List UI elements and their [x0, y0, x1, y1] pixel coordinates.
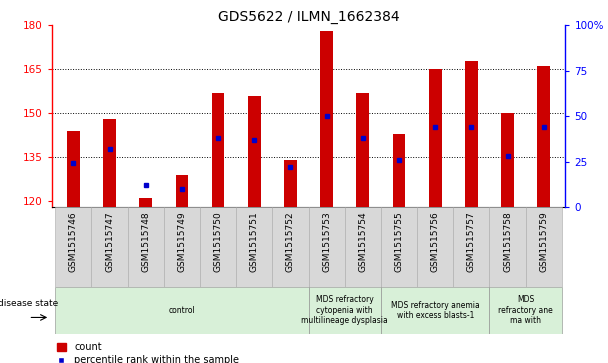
Bar [356, 93, 369, 207]
FancyBboxPatch shape [381, 287, 489, 334]
Text: MDS refractory anemia
with excess blasts-1: MDS refractory anemia with excess blasts… [391, 301, 480, 320]
Text: control: control [168, 306, 195, 315]
Bar [284, 160, 297, 207]
FancyBboxPatch shape [91, 207, 128, 287]
Text: GSM1515747: GSM1515747 [105, 211, 114, 272]
Bar [429, 69, 441, 207]
FancyBboxPatch shape [128, 207, 164, 287]
FancyBboxPatch shape [345, 207, 381, 287]
FancyBboxPatch shape [417, 207, 454, 287]
Bar [248, 96, 261, 207]
FancyBboxPatch shape [308, 207, 345, 287]
Bar [176, 175, 188, 207]
FancyBboxPatch shape [200, 207, 236, 287]
Text: GSM1515754: GSM1515754 [358, 211, 367, 272]
Text: GSM1515749: GSM1515749 [178, 211, 187, 272]
FancyBboxPatch shape [55, 207, 91, 287]
Bar [67, 131, 80, 207]
Text: MDS
refractory ane
ma with: MDS refractory ane ma with [499, 295, 553, 325]
Bar [212, 93, 224, 207]
Text: disease state: disease state [0, 299, 58, 308]
Text: GSM1515759: GSM1515759 [539, 211, 548, 272]
FancyBboxPatch shape [381, 207, 417, 287]
Legend: count, percentile rank within the sample: count, percentile rank within the sample [57, 342, 239, 363]
Text: MDS refractory
cytopenia with
multilineage dysplasia: MDS refractory cytopenia with multilinea… [302, 295, 388, 325]
Bar [393, 134, 406, 207]
Text: GSM1515755: GSM1515755 [395, 211, 404, 272]
Bar [537, 66, 550, 207]
Text: GSM1515757: GSM1515757 [467, 211, 476, 272]
Title: GDS5622 / ILMN_1662384: GDS5622 / ILMN_1662384 [218, 11, 399, 24]
Bar [320, 31, 333, 207]
FancyBboxPatch shape [526, 207, 562, 287]
FancyBboxPatch shape [164, 207, 200, 287]
FancyBboxPatch shape [55, 287, 308, 334]
FancyBboxPatch shape [489, 287, 562, 334]
FancyBboxPatch shape [454, 207, 489, 287]
Text: GSM1515751: GSM1515751 [250, 211, 259, 272]
Bar [501, 113, 514, 207]
FancyBboxPatch shape [489, 207, 526, 287]
FancyBboxPatch shape [236, 207, 272, 287]
FancyBboxPatch shape [308, 287, 381, 334]
Bar [139, 198, 152, 207]
Text: GSM1515750: GSM1515750 [213, 211, 223, 272]
Text: GSM1515748: GSM1515748 [141, 211, 150, 272]
Text: GSM1515746: GSM1515746 [69, 211, 78, 272]
Text: GSM1515753: GSM1515753 [322, 211, 331, 272]
Text: GSM1515758: GSM1515758 [503, 211, 512, 272]
FancyBboxPatch shape [272, 207, 308, 287]
Text: GSM1515756: GSM1515756 [430, 211, 440, 272]
Text: GSM1515752: GSM1515752 [286, 211, 295, 272]
Bar [103, 119, 116, 207]
Bar [465, 61, 478, 207]
